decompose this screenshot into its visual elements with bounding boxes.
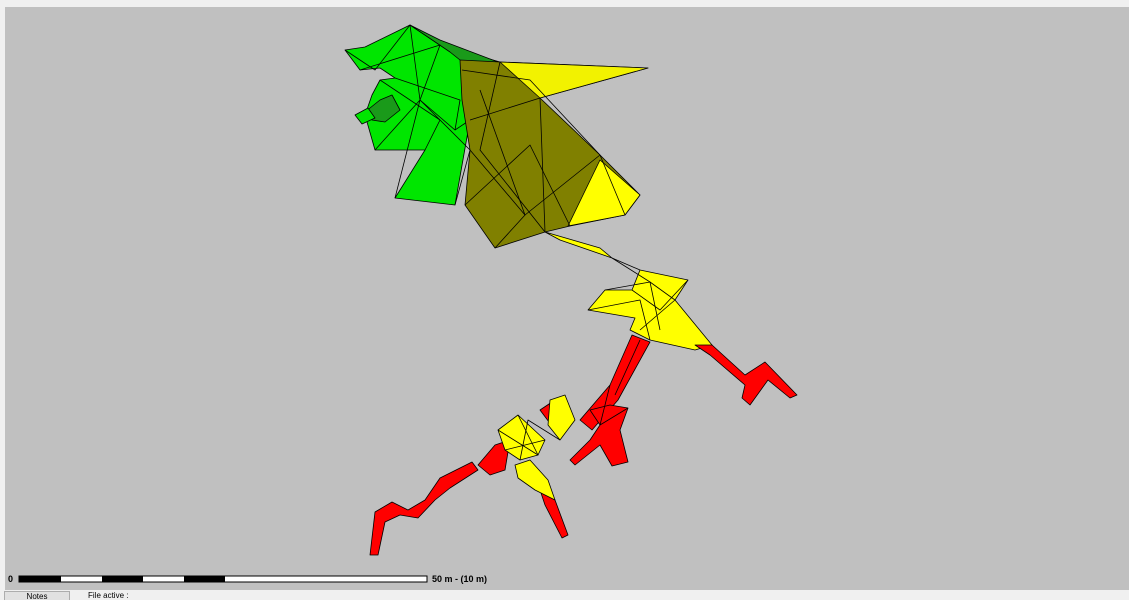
olive-passage-section — [459, 59, 649, 249]
cave-survey-render[interactable] — [5, 7, 1129, 590]
notes-button[interactable]: Notes — [4, 591, 70, 600]
status-bar: Notes File active : — [0, 590, 1129, 600]
scale-start-label: 0 — [8, 574, 14, 584]
scale-end-label: 50 m - (10 m) — [432, 574, 488, 584]
file-active-status: File active : — [88, 591, 129, 600]
yellow-lower-chambers — [497, 394, 576, 501]
yellow-passage-section — [544, 231, 713, 351]
cave-3d-viewport[interactable] — [5, 7, 1129, 590]
red-passage-section — [369, 334, 798, 556]
scale-ruler — [18, 575, 428, 583]
scale-bar: 0 50 m - (10 m) — [0, 570, 560, 588]
